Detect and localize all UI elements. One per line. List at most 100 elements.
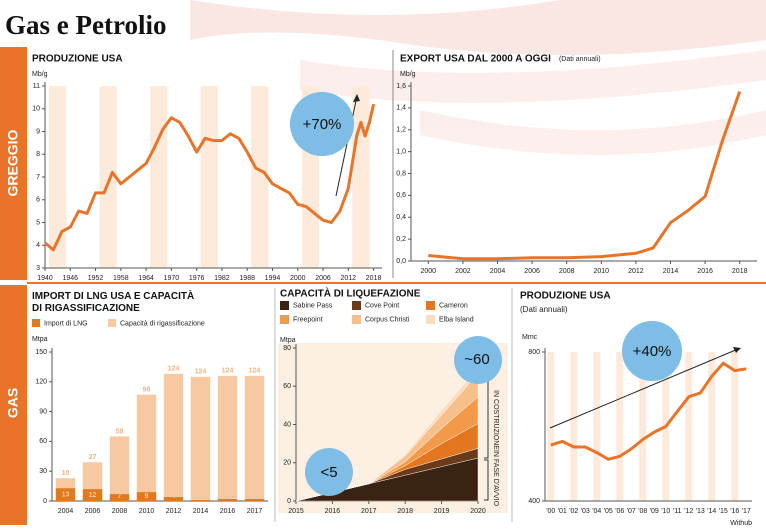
y-tick-label: 1,2 [396, 127, 406, 134]
y-tick-label: 0,0 [396, 258, 406, 265]
y-tick-label: 60 [39, 438, 47, 445]
legend-label: Sabine Pass [293, 302, 333, 309]
annotation-bubble [305, 448, 353, 496]
value-label: 27 [89, 454, 97, 461]
y-axis-unit: Mb/g [400, 71, 416, 78]
x-tick-label: '11 [673, 508, 682, 515]
legend-label: Cove Point [365, 302, 399, 309]
bar [217, 499, 238, 501]
x-tick-label: 2018 [732, 268, 748, 275]
legend-swatch [426, 301, 435, 310]
y-axis-unit: Mmc [522, 334, 538, 341]
annotation: +40% [633, 343, 672, 360]
y-tick-label: 7 [36, 174, 40, 181]
chart-subtitle: (Dati annuali) [559, 56, 601, 63]
bar [244, 499, 265, 501]
y-tick-label: 11 [33, 83, 40, 90]
x-tick-label: 2010 [139, 508, 155, 515]
chart: IMPORT DI LNG USA E CAPACITÀ DI RIGASSIFI… [32, 289, 268, 515]
annotation-bubble [290, 92, 354, 156]
x-tick-label: 2012 [628, 268, 644, 275]
x-tick-label: '09 [650, 508, 659, 515]
arrow-head [733, 347, 741, 353]
y-tick-label: 0,8 [396, 170, 406, 177]
x-tick-label: 2016 [697, 268, 713, 275]
grid-band [616, 352, 624, 501]
y-tick-label: 0 [43, 498, 47, 505]
chart: EXPORT USA DAL 2000 A OGGI (Dati annuali)… [396, 54, 757, 275]
arrow [335, 95, 358, 197]
legend-label: Corpus Christi [365, 316, 410, 323]
x-tick-label: '12 [684, 508, 693, 515]
x-tick-label: '08 [638, 508, 647, 515]
x-tick-label: 2004 [58, 508, 74, 515]
x-tick-label: 2000 [290, 275, 306, 282]
bar [244, 375, 265, 500]
bar [109, 494, 130, 501]
x-tick-label: 2006 [315, 275, 331, 282]
chart-title: PRODUZIONE USA [520, 291, 611, 302]
x-tick-label: '01 [558, 508, 567, 515]
bracket [484, 459, 489, 501]
x-tick-label: '05 [604, 508, 613, 515]
y-tick-label: 0,2 [396, 236, 406, 243]
bar [82, 489, 103, 501]
x-tick-label: 2010 [594, 268, 610, 275]
source: Withub [730, 520, 752, 527]
y-tick-label: 3 [36, 265, 40, 272]
legend-swatch [280, 301, 289, 310]
bar [163, 497, 184, 501]
y-axis-unit: Mtpa [280, 337, 296, 344]
legend-swatch [426, 315, 435, 324]
y-tick-label: 1,0 [396, 148, 406, 155]
chart-subtitle: (Dati annuali) [520, 305, 568, 314]
section-band [0, 47, 27, 280]
x-tick-label: 1988 [239, 275, 255, 282]
bar [136, 394, 157, 493]
legend-swatch [280, 315, 289, 324]
x-tick-label: 1946 [62, 275, 78, 282]
y-tick-label: 60 [283, 383, 291, 390]
grid-band [49, 86, 67, 268]
x-tick-label: 2004 [490, 268, 506, 275]
section-label: GAS [5, 388, 21, 418]
value-label: 58 [116, 428, 124, 435]
value-label: 124 [249, 368, 261, 375]
x-tick-label: '10 [661, 508, 670, 515]
grid-band [570, 352, 578, 501]
annotation-bubble [454, 336, 502, 384]
section-band [0, 285, 27, 525]
chart-title: IMPORT DI LNG USA E CAPACITÀ DI RIGASSIFI… [32, 289, 194, 314]
bar [55, 478, 76, 489]
y-tick-label: 40 [283, 421, 291, 428]
y-tick-label: 6 [36, 197, 40, 204]
grid-band [547, 352, 555, 501]
chart: PRODUZIONE USA (Dati annuali) Mmc 400 800 '00… [520, 291, 752, 515]
x-tick-label: 2002 [455, 268, 471, 275]
title-line: DI RIGASSIFICAZIONE [32, 303, 140, 314]
x-tick-label: 2008 [112, 508, 128, 515]
bar [190, 500, 211, 501]
grid-band [251, 86, 269, 268]
x-tick-label: 1970 [164, 275, 180, 282]
y-axis-unit: Mb/g [32, 71, 48, 78]
legend-label: Freepoint [293, 316, 323, 323]
x-tick-label: 1940 [37, 275, 53, 282]
x-tick-label: 2018 [366, 275, 382, 282]
y-tick-label: 20 [283, 460, 291, 467]
value-label: 124 [168, 366, 180, 373]
x-tick-label: '16 [730, 508, 739, 515]
chart: CAPACITÀ DI LIQUEFAZIONE Mtpa 0 20 40 60 80 201… [280, 287, 502, 515]
value-label: 124 [222, 368, 234, 375]
x-tick-label: 2018 [397, 508, 413, 515]
x-tick-label: 1964 [138, 275, 154, 282]
x-tick-label: 2014 [193, 508, 209, 515]
x-tick-label: 2006 [85, 508, 101, 515]
legend-swatch [108, 319, 116, 327]
bar [109, 436, 130, 495]
x-tick-label: 1976 [189, 275, 205, 282]
page-title: Gas e Petrolio [5, 10, 166, 40]
x-tick-label: 2012 [166, 508, 182, 515]
x-tick-label: 2016 [325, 508, 341, 515]
